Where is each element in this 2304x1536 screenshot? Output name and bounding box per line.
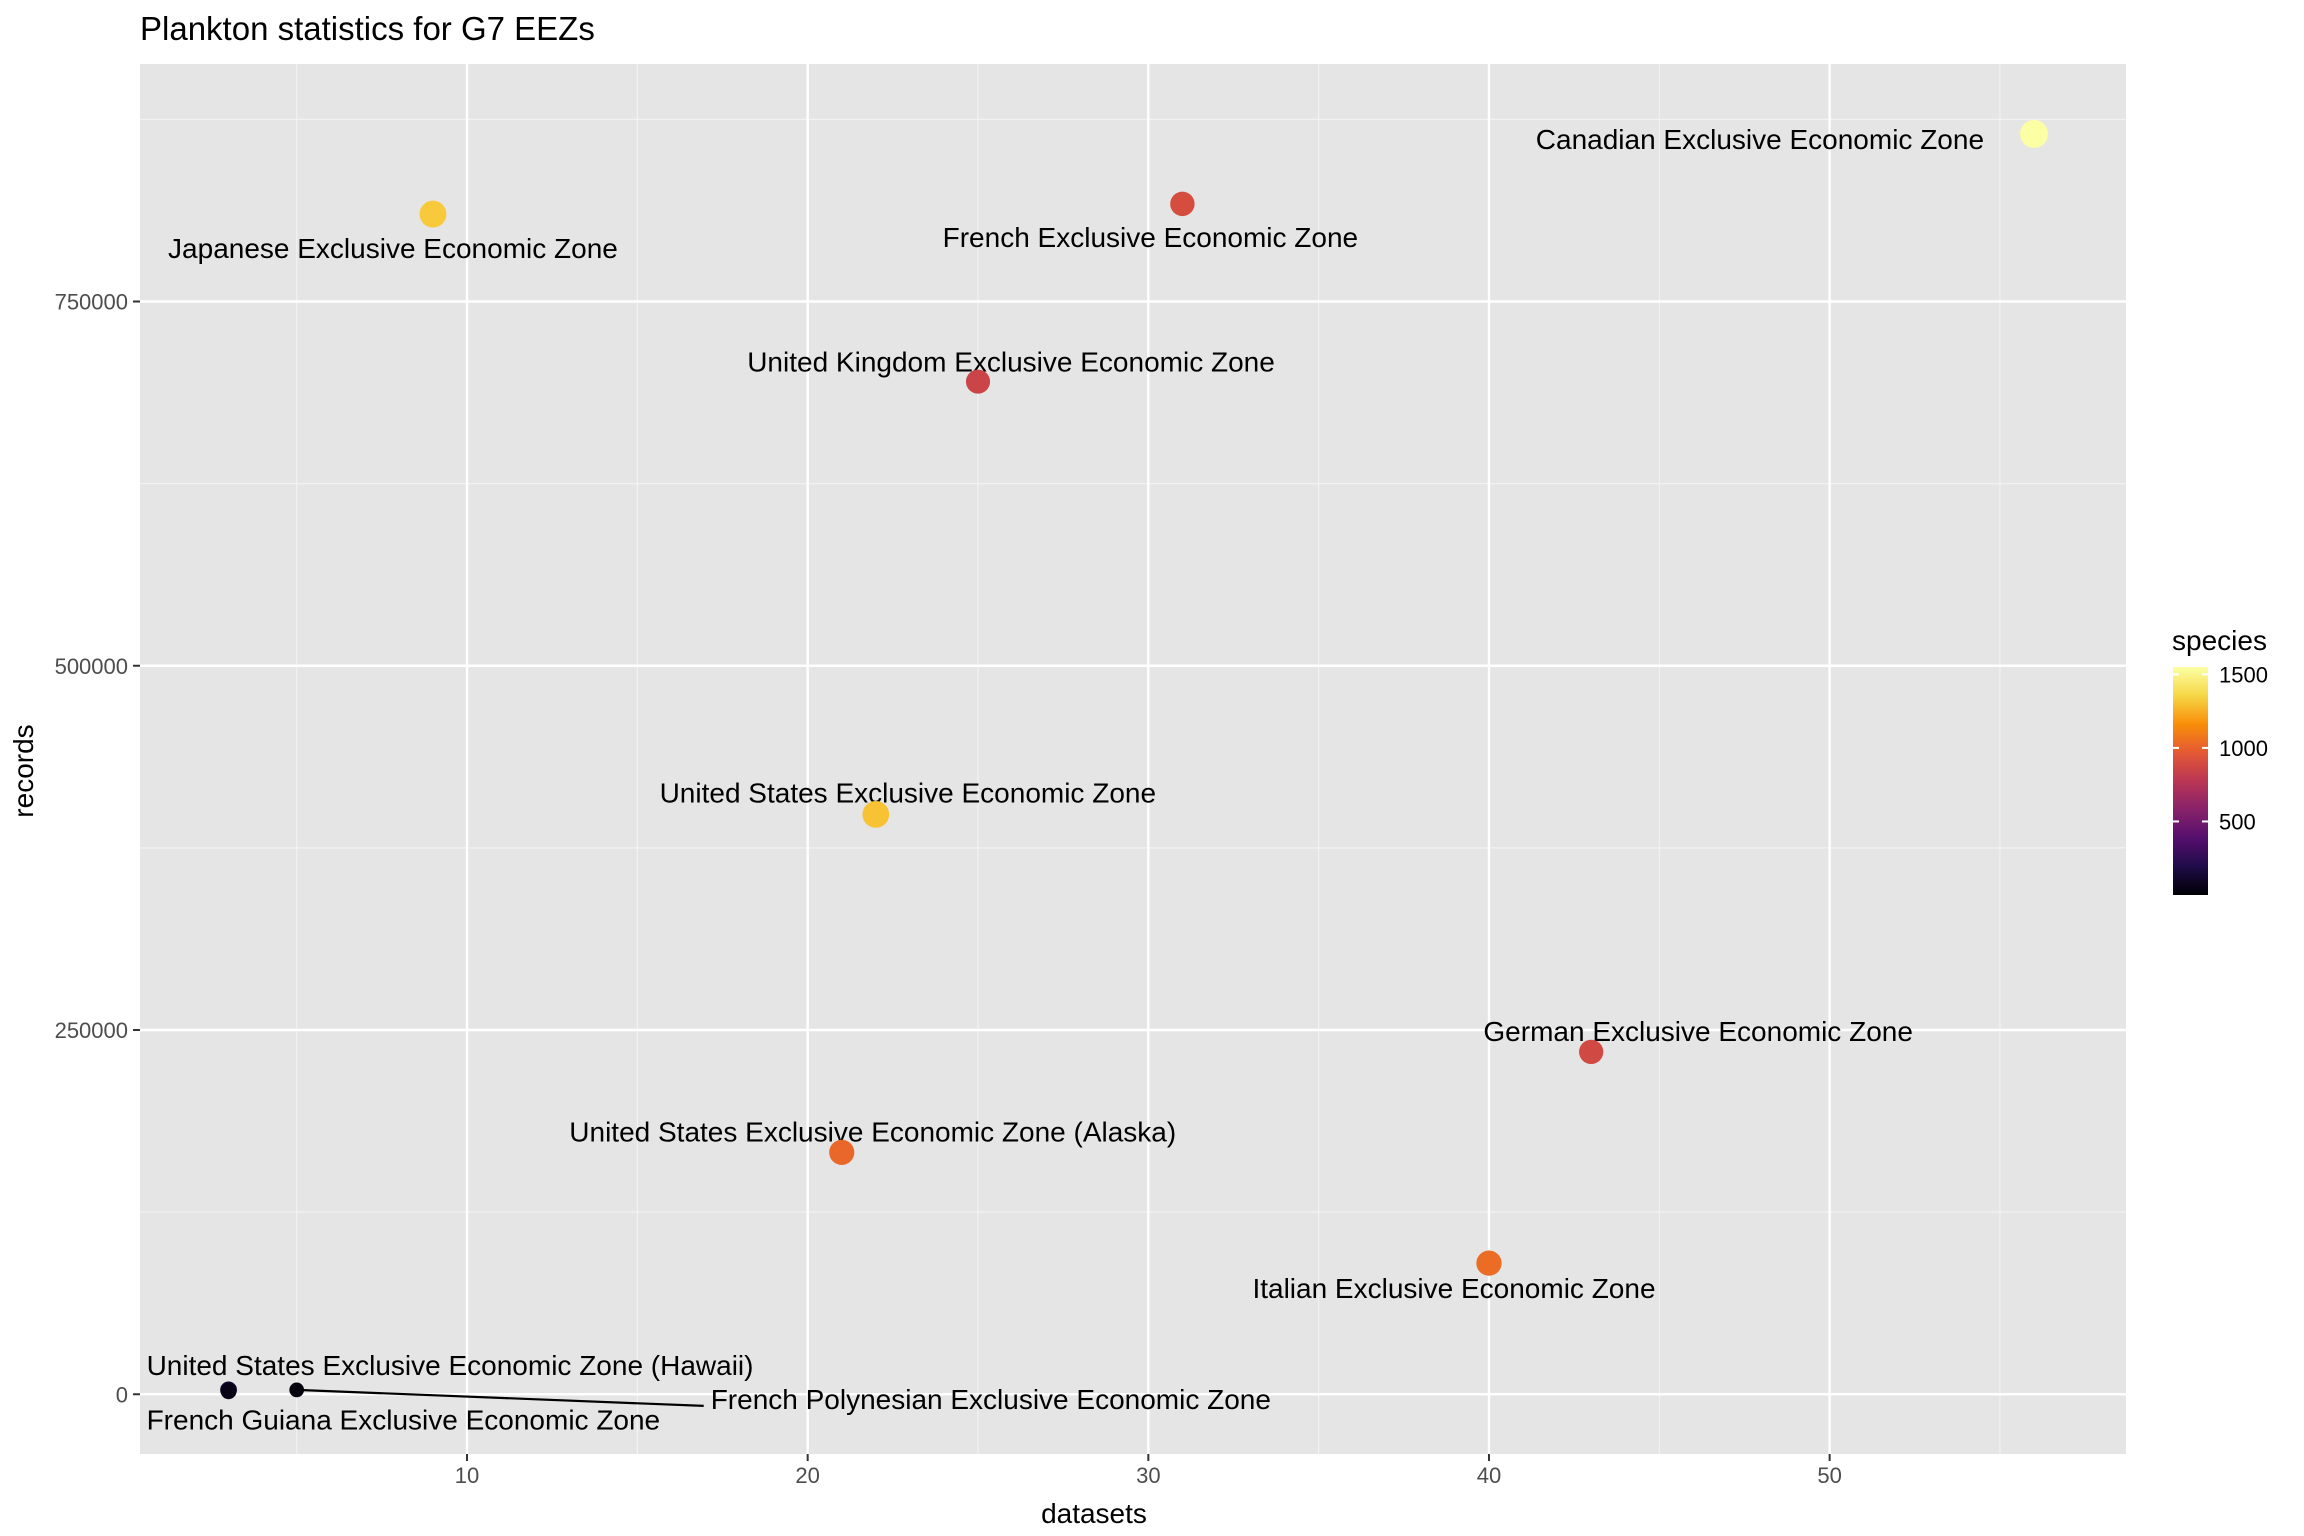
data-point (965, 369, 991, 394)
data-point (220, 1383, 237, 1400)
label-leader-line (296, 1388, 704, 1407)
legend-title: species (2172, 625, 2267, 656)
data-point (289, 1382, 305, 1398)
plot-panel (140, 64, 2126, 1454)
x-tick-label: 10 (455, 1463, 479, 1488)
point-label: United Kingdom Exclusive Economic Zone (747, 347, 1275, 378)
legend-colorbar (2173, 667, 2208, 895)
data-point (1579, 1039, 1604, 1065)
x-tick-label: 50 (1817, 1463, 1841, 1488)
point-label: United States Exclusive Economic Zone (H… (147, 1350, 754, 1381)
point-label: French Guiana Exclusive Economic Zone (147, 1404, 661, 1435)
point-label: Italian Exclusive Economic Zone (1252, 1273, 1655, 1304)
data-point (2020, 119, 2049, 148)
y-tick-label: 500000 (55, 654, 128, 679)
point-label: Japanese Exclusive Economic Zone (168, 233, 618, 264)
color-legend: species 500 1000 1500 (2172, 625, 2268, 895)
y-tick-label: 750000 (55, 289, 128, 314)
x-axis-title: datasets (1041, 1498, 1147, 1529)
point-label: German Exclusive Economic Zone (1483, 1016, 1913, 1047)
legend-tick-label: 1000 (2219, 736, 2268, 761)
data-point (1170, 191, 1195, 217)
point-label: Canadian Exclusive Economic Zone (1536, 124, 1984, 155)
x-tick-label: 30 (1136, 1463, 1160, 1488)
y-tick-label: 250000 (55, 1018, 128, 1043)
point-label: French Exclusive Economic Zone (943, 222, 1359, 253)
y-tick-label: 0 (116, 1382, 128, 1407)
data-point (1476, 1250, 1502, 1276)
chart-title: Plankton statistics for G7 EEZs (140, 10, 595, 47)
x-tick-label: 40 (1477, 1463, 1501, 1488)
panel-background (140, 64, 2126, 1454)
data-point (829, 1139, 855, 1165)
legend-tick-label: 1500 (2219, 662, 2268, 687)
data-point (862, 800, 890, 828)
point-label: United States Exclusive Economic Zone (A… (569, 1116, 1176, 1147)
data-point (419, 200, 447, 228)
legend-tick-label: 500 (2219, 809, 2256, 834)
x-tick-label: 20 (795, 1463, 819, 1488)
point-labels: Canadian Exclusive Economic Zone Japanese… (147, 124, 1984, 1435)
point-label: French Polynesian Exclusive Economic Zon… (711, 1384, 1271, 1415)
point-label: United States Exclusive Economic Zone (660, 777, 1156, 808)
y-axis-title: records (8, 724, 39, 817)
